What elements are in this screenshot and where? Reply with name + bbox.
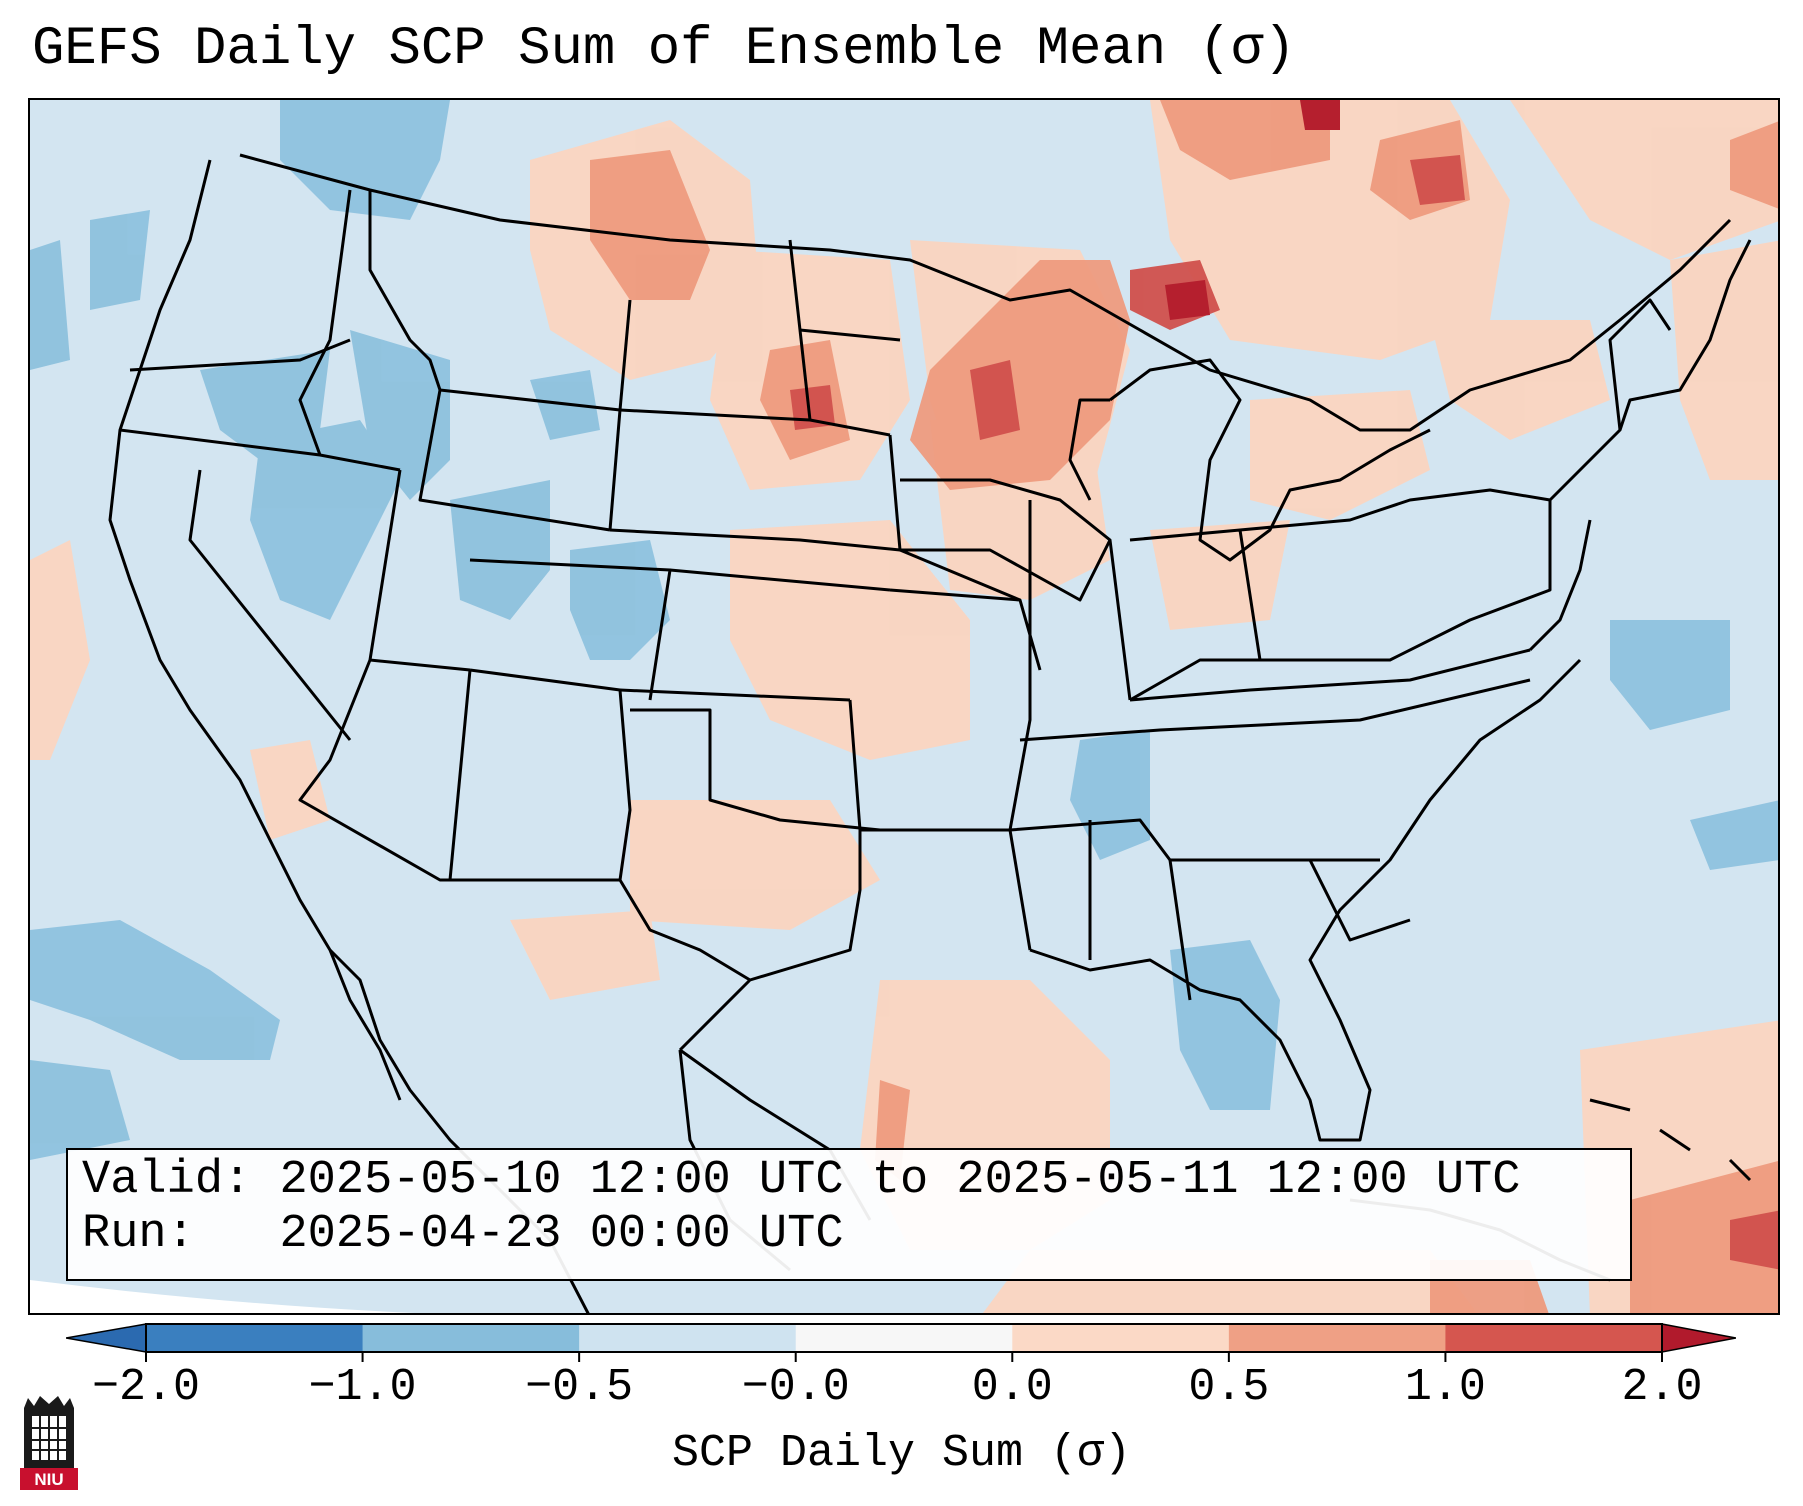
colorbar-segment (146, 1324, 364, 1352)
projection-edge (30, 1280, 415, 1313)
colorbar-extend-low (66, 1323, 147, 1353)
valid-run-info-box: Valid: 2025-05-10 12:00 UTC to 2025-05-1… (66, 1148, 1632, 1281)
extreme-positive-anomaly-layer (1165, 100, 1340, 320)
colorbar-extend-high (1661, 1323, 1736, 1353)
colorbar-segment (1012, 1324, 1230, 1352)
valid-label: Valid: (82, 1154, 252, 1207)
colorbar-tick-label: −1.0 (308, 1362, 417, 1413)
colorbar-segment (795, 1324, 1013, 1352)
colorbar-tick-label: 1.0 (1404, 1362, 1486, 1413)
negative-anomaly-layer (30, 100, 1778, 1160)
colorbar-segment (1228, 1324, 1446, 1352)
colorbar-tick-label: 2.0 (1621, 1362, 1703, 1413)
colorbar-label: SCP Daily Sum (σ) (671, 1428, 1132, 1479)
colorbar-segment (362, 1324, 580, 1352)
colorbar (66, 1323, 1736, 1362)
map-svg (30, 100, 1778, 1313)
colorbar-tick-label: 0.5 (1188, 1362, 1270, 1413)
colorbar-tick-label: −2.0 (91, 1362, 201, 1413)
map-frame (28, 98, 1780, 1315)
colorbar-border (145, 1323, 1663, 1353)
colorbar-tick-label: −0.5 (525, 1362, 634, 1413)
run-label: Run: (82, 1208, 195, 1261)
colorbar-segment (1445, 1324, 1663, 1352)
chart-title: GEFS Daily SCP Sum of Ensemble Mean (σ) (32, 19, 1296, 80)
niu-logo: NIU (20, 1396, 78, 1490)
colorbar-tick-label: −0.0 (741, 1362, 850, 1413)
run-time: 2025-04-23 00:00 UTC (279, 1208, 844, 1261)
colorbar-tick-label: 0.0 (971, 1362, 1053, 1413)
colorbar-segment (579, 1324, 797, 1352)
logo-text: NIU (34, 1470, 63, 1489)
valid-time-range: 2025-05-10 12:00 UTC to 2025-05-11 12:00… (279, 1154, 1521, 1207)
